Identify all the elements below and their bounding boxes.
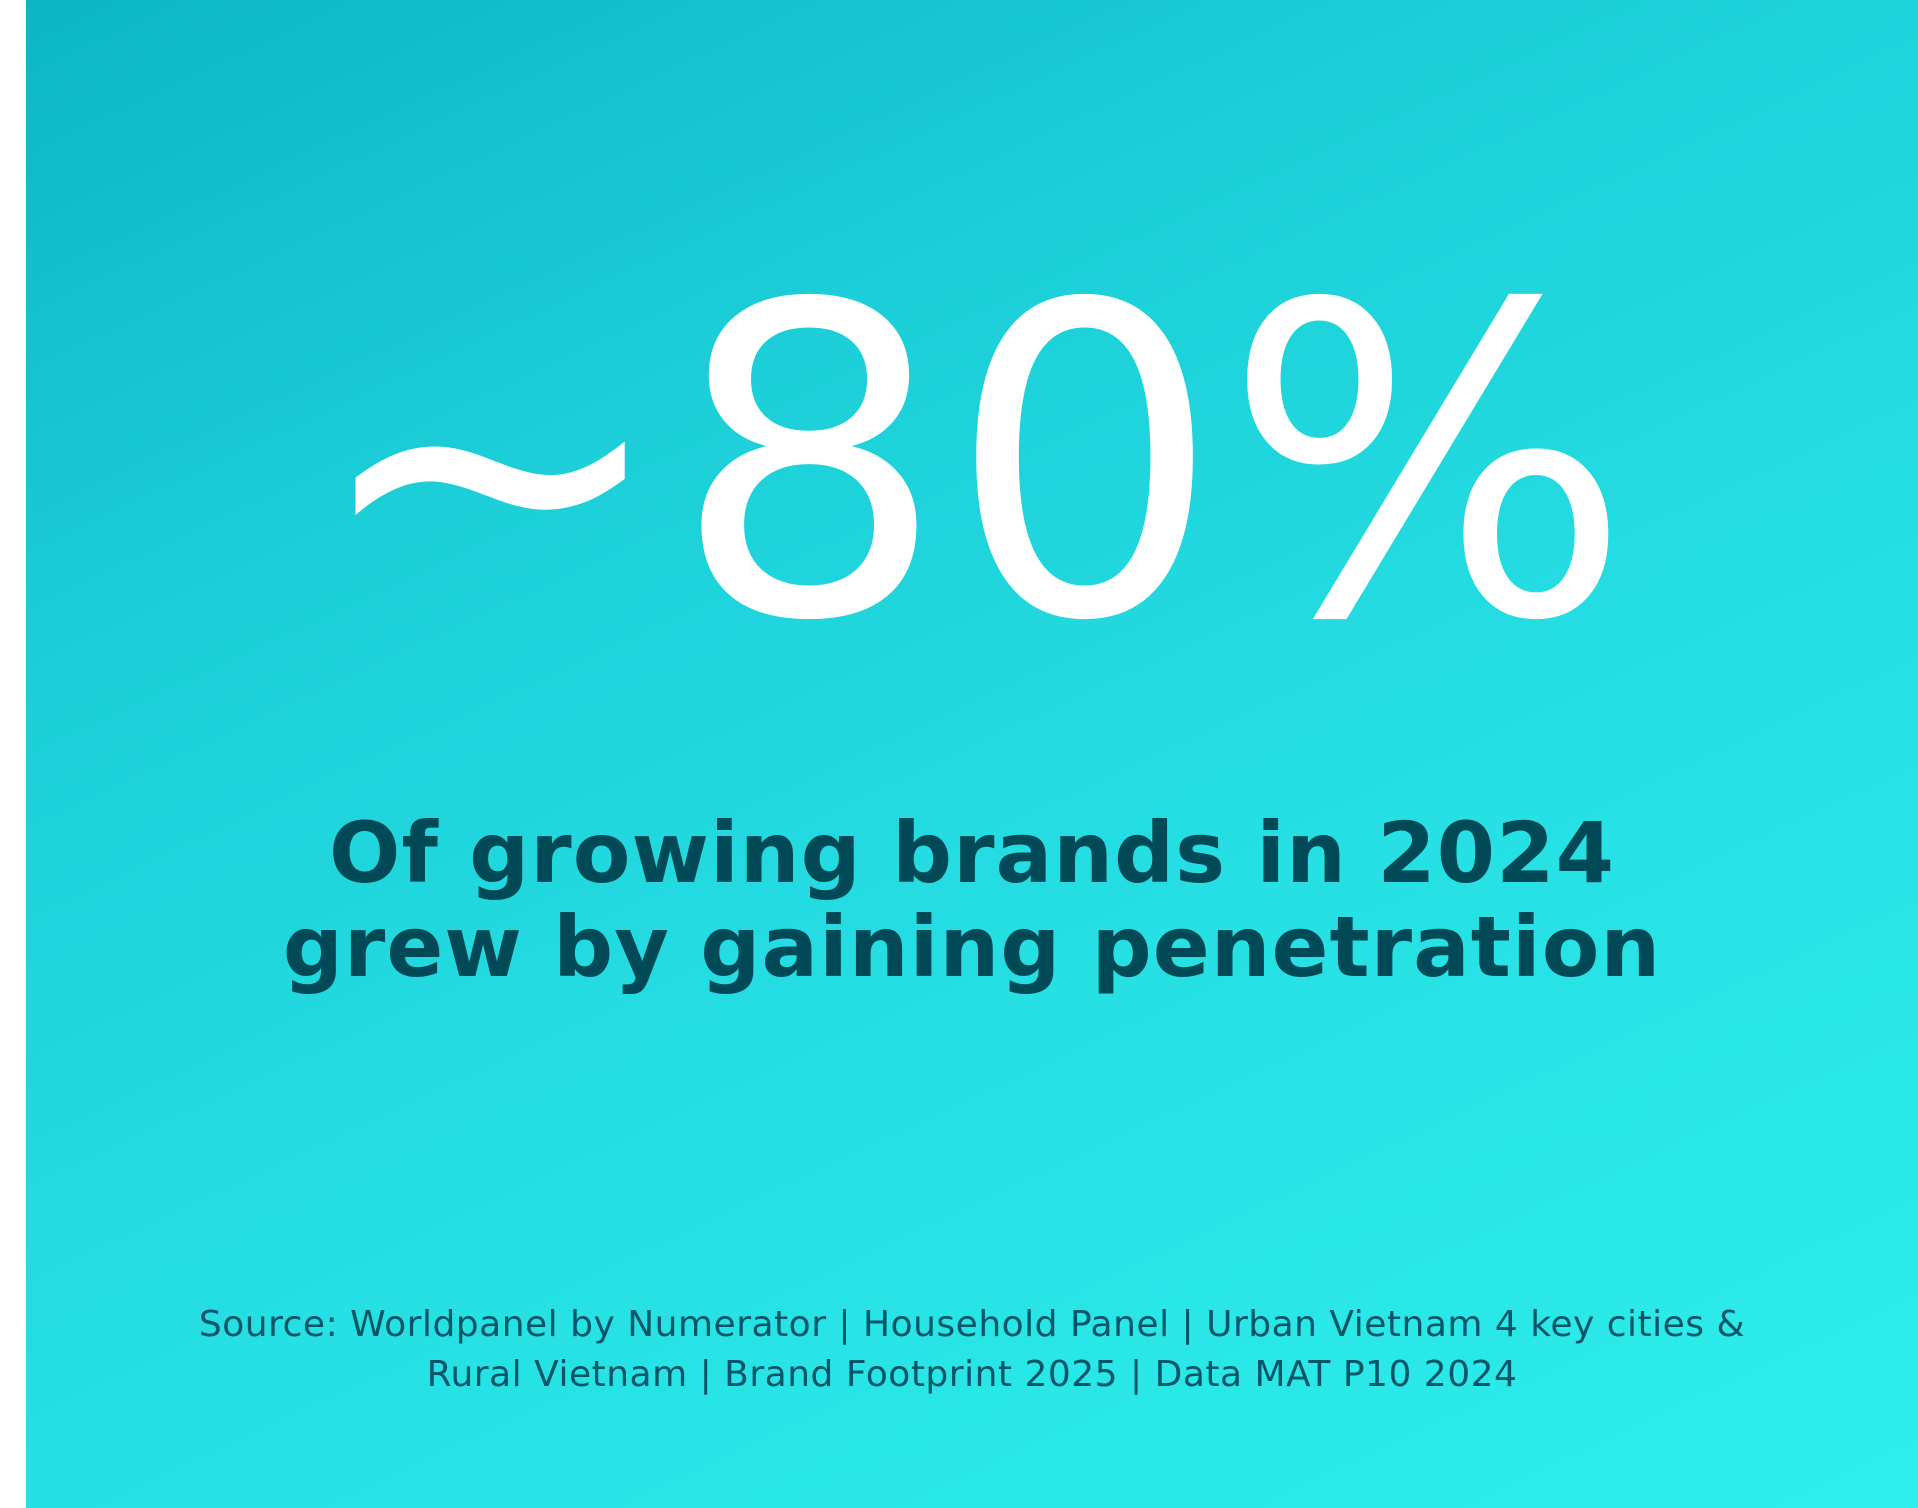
headline-line-2: grew by gaining penetration <box>282 898 1662 996</box>
stat-value: ~80% <box>309 215 1635 715</box>
source-note: Source: Worldpanel by Numerator | Househ… <box>26 1300 1918 1400</box>
source-line-2: Rural Vietnam | Brand Footprint 2025 | D… <box>426 1354 1518 1395</box>
source-line-1: Source: Worldpanel by Numerator | Househ… <box>198 1304 1746 1345</box>
headline: Of growing brands in 2024 grew by gainin… <box>26 806 1918 994</box>
headline-line-1: Of growing brands in 2024 <box>328 804 1616 902</box>
infographic-card: ~80% Of growing brands in 2024 grew by g… <box>26 0 1918 1508</box>
